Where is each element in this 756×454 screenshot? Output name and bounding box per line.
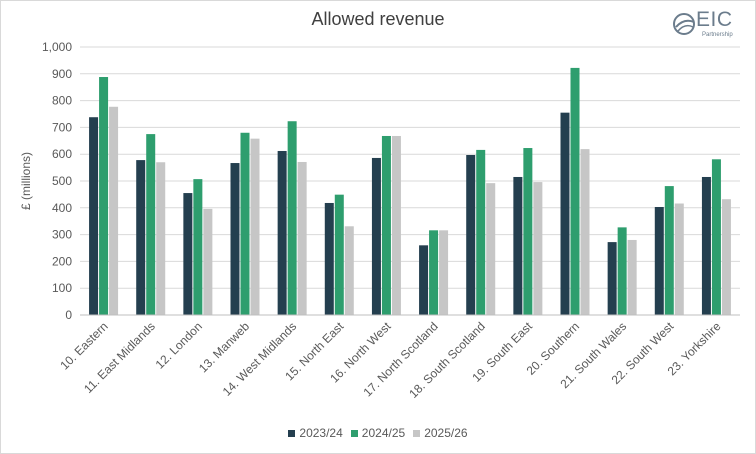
bar	[466, 155, 476, 315]
y-tick-label: 300	[52, 228, 72, 242]
legend-item: 2025/26	[413, 426, 468, 440]
bar	[486, 183, 496, 315]
legend-item: 2024/25	[350, 426, 406, 440]
y-tick-label: 700	[52, 120, 72, 134]
bar	[109, 106, 119, 315]
bar	[419, 245, 429, 315]
y-tick-label: 600	[52, 147, 72, 161]
bar	[287, 121, 297, 316]
legend-swatch	[288, 430, 296, 437]
bar	[674, 203, 684, 315]
y-tick-label: 200	[52, 254, 72, 268]
bar	[523, 148, 533, 315]
bar	[324, 202, 334, 315]
bar	[146, 134, 156, 315]
bar	[570, 67, 580, 316]
bar	[654, 206, 664, 315]
y-tick-label: 500	[52, 174, 72, 188]
bar	[203, 208, 213, 315]
bar	[250, 138, 260, 315]
bar	[580, 149, 590, 315]
logo-text: EIC	[696, 8, 733, 31]
bar-chart: 0 100 200 300 400 500 600 700 800 900 1,000 10. Ea…	[19, 40, 740, 401]
bar	[513, 176, 523, 315]
bar	[89, 117, 99, 315]
bar	[721, 199, 731, 315]
bar	[240, 132, 250, 315]
y-tick-label: 800	[52, 94, 72, 108]
globe-icon	[673, 13, 695, 35]
bar	[99, 77, 109, 316]
bar	[617, 227, 627, 315]
bar	[476, 149, 486, 315]
legend: 2023/24 2024/25 2025/26	[0, 426, 756, 440]
bar	[230, 163, 240, 315]
bar	[701, 176, 711, 315]
bar	[334, 194, 344, 315]
bar	[277, 150, 287, 315]
legend-swatch	[413, 430, 421, 437]
bars	[89, 67, 731, 316]
bar	[344, 226, 354, 315]
chart-title: Allowed revenue	[311, 9, 445, 29]
bar	[607, 242, 617, 315]
legend-label: 2025/26	[424, 426, 468, 440]
bar	[156, 162, 166, 315]
bar	[391, 135, 401, 315]
legend-label: 2024/25	[361, 426, 406, 440]
gridlines	[80, 46, 740, 289]
y-tick-label: 400	[52, 201, 72, 215]
legend-swatch	[350, 430, 358, 437]
y-axis-label: £ (millions)	[19, 152, 33, 210]
bar	[381, 135, 391, 315]
bar	[297, 161, 307, 315]
bar	[429, 230, 439, 315]
legend-label: 2023/24	[299, 426, 343, 440]
bar	[136, 160, 146, 315]
y-tick-label: 100	[52, 281, 72, 295]
y-axis-ticks: 0 100 200 300 400 500 600 700 800 900 1,000	[42, 40, 72, 322]
eic-logo: EIC Partnership	[672, 8, 742, 42]
logo-subtext: Partnership	[702, 32, 733, 38]
y-tick-label: 0	[65, 308, 72, 322]
bar	[664, 186, 674, 315]
bar	[711, 159, 721, 315]
bar	[560, 112, 570, 315]
bar	[439, 230, 449, 315]
bar	[371, 157, 381, 315]
bar	[627, 239, 637, 315]
bar	[183, 193, 193, 315]
y-tick-label: 1,000	[42, 40, 72, 54]
bar	[533, 182, 543, 315]
bar	[193, 179, 203, 315]
y-tick-label: 900	[52, 67, 72, 81]
legend-item: 2023/24	[288, 426, 343, 440]
